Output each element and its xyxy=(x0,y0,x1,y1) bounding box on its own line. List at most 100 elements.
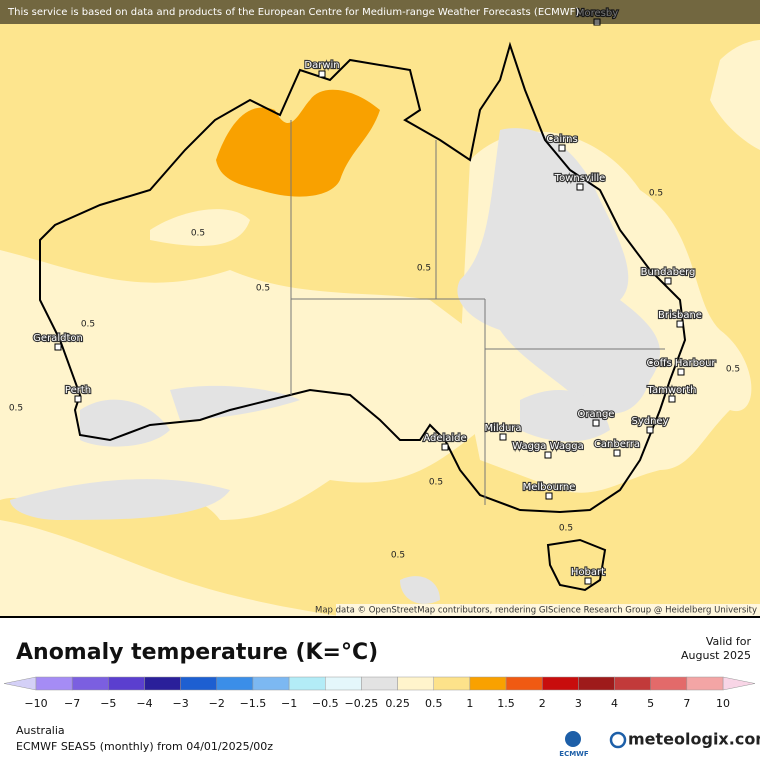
attribution-bg xyxy=(336,604,760,616)
contour-label: 0.5 xyxy=(256,284,270,294)
legend-swatch xyxy=(35,676,73,691)
legend-tick-label: 3 xyxy=(575,697,582,710)
city-marker xyxy=(613,449,621,457)
legend-tick-label: −5 xyxy=(100,697,116,710)
grey-region xyxy=(457,128,660,414)
legend-tick-label: −1.5 xyxy=(240,697,267,710)
city-label: Orange xyxy=(578,409,615,420)
legend-swatch xyxy=(144,676,181,691)
legend-tick-label: 2 xyxy=(539,697,546,710)
city-marker xyxy=(499,433,507,441)
map: MoresbyDarwinCairnsTownsvilleBundabergBr… xyxy=(0,0,760,616)
city-label: Canberra xyxy=(594,439,640,450)
city-marker xyxy=(544,451,552,459)
city-label: Coffs Harbour xyxy=(646,358,716,369)
city-label: Darwin xyxy=(304,60,339,71)
legend-swatch xyxy=(541,676,579,691)
ecmwf-icon xyxy=(565,731,581,747)
city-marker xyxy=(545,492,553,500)
city-label: Mildura xyxy=(484,423,521,434)
legend-tick-label: −3 xyxy=(173,697,189,710)
city-marker xyxy=(74,395,82,403)
legend-swatch xyxy=(288,676,326,691)
contour-label: 0.5 xyxy=(559,524,573,534)
city-marker xyxy=(558,144,566,152)
contour-label: 0.5 xyxy=(726,365,740,375)
city-label: Wagga Wagga xyxy=(512,441,584,452)
legend-tick-label: 7 xyxy=(683,697,690,710)
attribution: Map data © OpenStreetMap contributors, r… xyxy=(315,606,757,616)
legend-tick-label: 1 xyxy=(466,697,473,710)
city-marker xyxy=(646,426,654,434)
legend-swatch xyxy=(469,676,507,691)
city-label: Cairns xyxy=(546,134,577,145)
legend-tick-label: −4 xyxy=(136,697,152,710)
contour-label: 0.5 xyxy=(417,264,431,274)
banner-bg xyxy=(0,0,760,24)
city-label: Tamworth xyxy=(647,385,697,396)
city-label: Adelaide xyxy=(423,433,466,444)
legend-swatch xyxy=(252,676,290,691)
city-label: Bundaberg xyxy=(641,267,696,278)
city-label: Sydney xyxy=(631,416,668,427)
pale-region xyxy=(0,250,480,520)
legend-tick-label: 4 xyxy=(611,697,618,710)
legend-tick-label: −7 xyxy=(64,697,80,710)
warm-region xyxy=(216,89,380,197)
legend-under xyxy=(3,676,37,691)
legend-tick-label: 1.5 xyxy=(497,697,515,710)
contour-label: 0.5 xyxy=(81,320,95,330)
legend-tick-label: 10 xyxy=(716,697,730,710)
pale-region xyxy=(710,40,760,150)
legend-swatch xyxy=(397,676,434,691)
grey-region xyxy=(170,385,300,420)
pale-region xyxy=(150,209,250,246)
meteologix-logo: meteologix.com xyxy=(628,730,760,749)
legend-swatch xyxy=(433,676,471,691)
city-marker xyxy=(676,320,684,328)
contour-label: 0.5 xyxy=(9,404,23,414)
city-marker xyxy=(441,443,449,451)
tasmania xyxy=(546,538,607,592)
city-marker xyxy=(592,419,600,427)
city-marker xyxy=(54,343,62,351)
grey-region xyxy=(520,390,610,442)
city-label: Brisbane xyxy=(658,310,702,321)
grey-region xyxy=(400,576,440,604)
city-marker xyxy=(668,395,676,403)
city-marker xyxy=(318,70,326,78)
legend-swatch xyxy=(108,676,145,691)
title: Anomaly temperature (K=°C) xyxy=(16,640,378,665)
city-marker xyxy=(664,277,672,285)
legend-tick-label: −2 xyxy=(209,697,225,710)
city-marker xyxy=(677,368,685,376)
legend-swatch xyxy=(614,676,651,691)
city-marker xyxy=(576,183,584,191)
city-label: Hobart xyxy=(571,567,605,578)
legend-tick-label: 0.5 xyxy=(425,697,443,710)
coastline xyxy=(39,41,687,514)
city-label: Geraldton xyxy=(33,333,83,344)
contour-label: 0.5 xyxy=(649,189,663,199)
city-label: Townsville xyxy=(554,173,606,184)
valid-label: Valid for xyxy=(706,635,752,648)
model-run: ECMWF SEAS5 (monthly) from 04/01/2025/00… xyxy=(16,740,273,753)
grey-region xyxy=(80,399,170,447)
pale-region xyxy=(0,520,340,616)
banner: This service is based on data and produc… xyxy=(7,7,579,18)
legend-tick-label: 0.25 xyxy=(385,697,410,710)
meteologix-icon xyxy=(609,731,627,749)
legend-swatch xyxy=(216,676,254,691)
ecmwf-logo: ECMWF xyxy=(559,750,589,758)
contour-label: 0.5 xyxy=(429,478,443,488)
legend-tick-label: 5 xyxy=(647,697,654,710)
legend-swatch xyxy=(505,676,543,691)
legend-tick-label: −0.5 xyxy=(312,697,339,710)
valid-date: August 2025 xyxy=(681,649,751,662)
legend-over xyxy=(722,676,756,691)
legend-tick-label: −1 xyxy=(281,697,297,710)
contour-label: 0.5 xyxy=(191,229,205,239)
legend-swatch xyxy=(325,676,362,691)
contour-label: 0.5 xyxy=(391,551,405,561)
